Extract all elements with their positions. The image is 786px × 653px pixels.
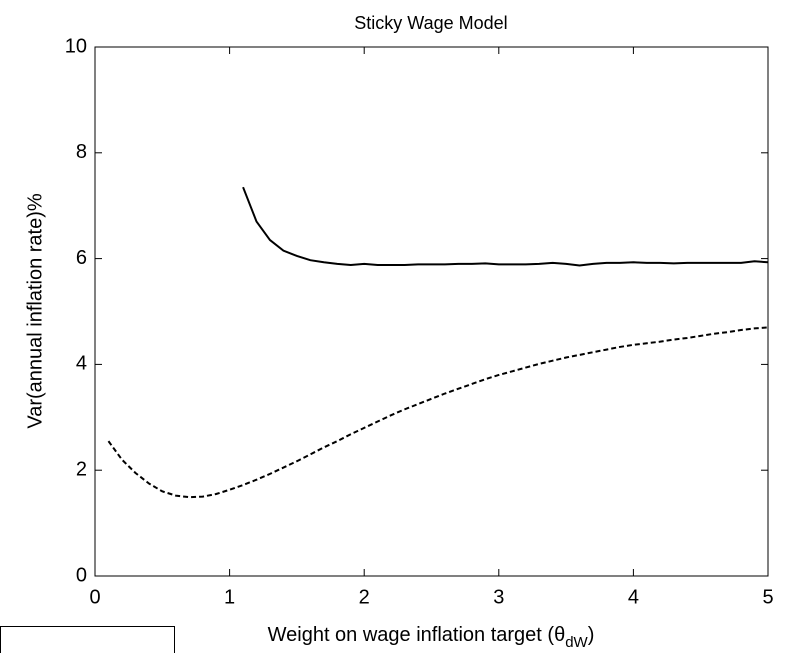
y-tick-label: 2 [76,458,87,480]
x-axis-label-text: Weight on wage inflation target (θ [268,624,566,646]
x-axis-label-suffix: ) [588,624,595,646]
chart-title: Sticky Wage Model [354,13,507,33]
y-axis-label: Var(annual inflation rate)% [24,193,46,429]
x-tick-label: 5 [762,586,773,608]
x-tick-label: 1 [224,586,235,608]
legend-box [0,626,175,653]
y-tick-label: 6 [76,247,87,269]
x-tick-label: 4 [628,586,639,608]
x-tick-label: 3 [493,586,504,608]
y-tick-label: 0 [76,564,87,586]
y-tick-label: 8 [76,141,87,163]
line-series [242,186,769,267]
x-axis-label-subscript: dW [565,634,588,651]
y-tick-label: 4 [76,353,87,375]
x-tick-label: 2 [359,586,370,608]
plot-frame [94,46,769,577]
line-series [107,326,769,499]
x-axis-label: Weight on wage inflation target (θdW) [268,624,595,651]
y-tick-label: 10 [65,35,87,57]
x-tick-label: 0 [89,586,100,608]
